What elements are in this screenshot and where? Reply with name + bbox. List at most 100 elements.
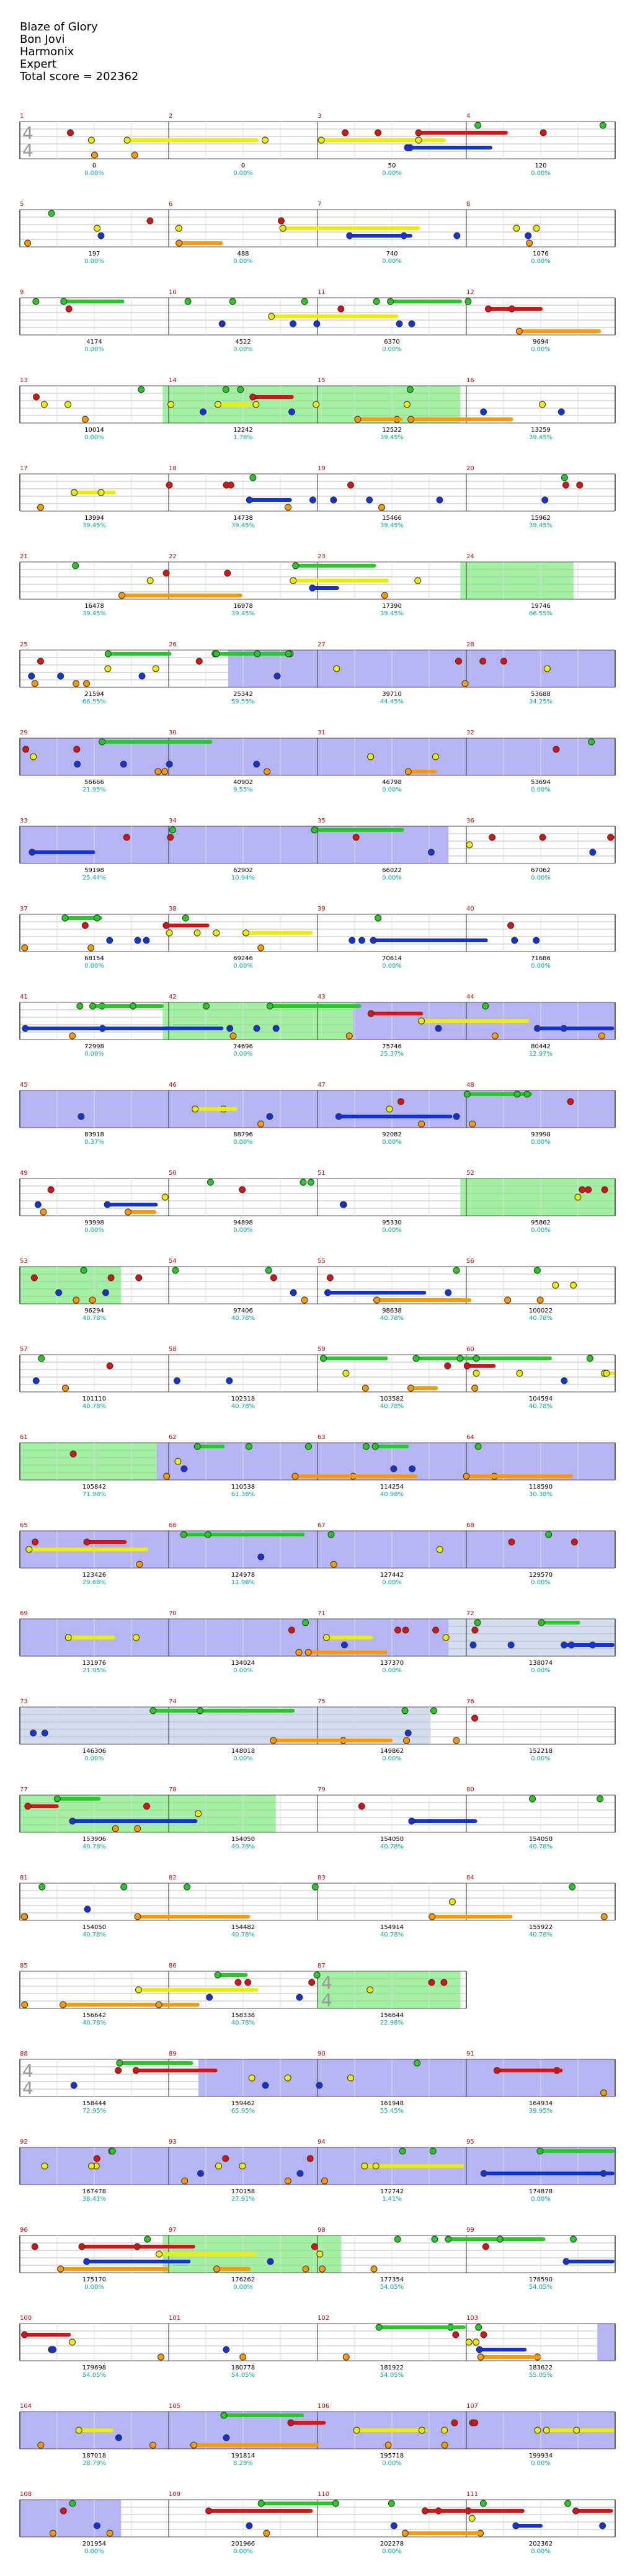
note-gem	[430, 1707, 438, 1714]
note-gem	[432, 1626, 440, 1634]
note-gem	[31, 2243, 38, 2250]
note-gem	[261, 136, 269, 144]
measure-score: 172742	[380, 2188, 404, 2195]
measure-percent: 40.78%	[529, 1932, 553, 1938]
note-gem	[48, 210, 55, 217]
note-gem	[220, 2412, 228, 2419]
measure-percent: 0.00%	[531, 1667, 551, 1674]
note-gem	[418, 1120, 425, 1128]
note-gem	[284, 2177, 291, 2185]
note-gem	[326, 1274, 334, 1281]
note-gem	[73, 1296, 80, 1304]
measure-percent: 0.00%	[84, 1755, 104, 1762]
note-gem	[204, 1531, 211, 1538]
measure-score: 21594	[84, 691, 104, 698]
note-gem	[227, 481, 234, 489]
measure-number: 21	[20, 553, 28, 560]
note-gem	[475, 2324, 482, 2331]
measure-score: 137370	[380, 1660, 404, 1667]
note-gem	[75, 2427, 82, 2434]
note-gem	[375, 129, 382, 136]
measure-number: 62	[169, 1434, 177, 1441]
note-gem	[155, 2001, 162, 2008]
note-gem	[161, 1193, 169, 1201]
measure-score: 16478	[84, 603, 104, 610]
measure-percent: 0.00%	[531, 1579, 551, 1586]
measure-score: 158338	[231, 2012, 255, 2019]
measure-percent: 0.00%	[84, 434, 104, 441]
note-gem	[192, 1105, 199, 1113]
note-gem	[32, 298, 40, 305]
note-gem	[435, 1025, 442, 1032]
note-gem	[87, 944, 95, 952]
measure-number: 86	[169, 1963, 177, 1969]
measure-score: 131976	[82, 1660, 106, 1667]
measure-percent: 0.00%	[531, 170, 551, 177]
measure-score: 183622	[529, 2364, 553, 2371]
measure-score: 158444	[82, 2100, 106, 2107]
note-gem	[533, 225, 540, 232]
note-gem	[25, 1546, 33, 1553]
measure-number: 41	[20, 994, 28, 1001]
note-gem	[184, 1883, 191, 1891]
note-gem	[20, 1913, 28, 1920]
note-gem	[99, 738, 106, 746]
note-gem	[215, 2162, 223, 2170]
note-gem	[213, 650, 220, 657]
measure-score: 149862	[380, 1748, 404, 1755]
note-gem	[132, 1634, 140, 1641]
measure-score: 100022	[529, 1308, 553, 1314]
measure-score: 75746	[382, 1043, 402, 1050]
measure-percent: 40.78%	[231, 1315, 255, 1322]
measure-number: 44	[466, 994, 474, 1001]
note-gem	[361, 2162, 368, 2170]
measure-percent: 0.00%	[84, 258, 104, 265]
measure-number: 3	[318, 113, 321, 120]
note-gem	[572, 2507, 580, 2515]
note-gem	[441, 2427, 448, 2434]
measure-percent: 40.78%	[82, 1843, 106, 1850]
note-gem	[104, 650, 112, 657]
note-gem	[115, 2434, 122, 2441]
measure-number: 37	[20, 906, 28, 912]
note-gem	[133, 2243, 141, 2250]
note-gem	[479, 2500, 487, 2507]
note-gem	[319, 2265, 326, 2273]
measure-percent: 0.00%	[233, 170, 253, 177]
note-gem	[22, 746, 30, 753]
measure-score: 129570	[529, 1572, 553, 1579]
measure-number: 39	[318, 906, 326, 912]
note-gem	[533, 937, 540, 944]
note-gem	[32, 393, 40, 401]
measure-percent: 21.95%	[82, 1667, 106, 1674]
note-gem	[284, 2074, 291, 2082]
note-gem	[316, 2082, 323, 2089]
measure-number: 25	[20, 641, 28, 648]
measure-score: 53694	[531, 779, 551, 786]
measure-percent: 0.00%	[531, 1139, 551, 1146]
measure-number: 85	[20, 1963, 28, 1969]
measure-percent: 0.00%	[382, 1755, 402, 1762]
note-gem	[574, 1193, 582, 1201]
note-gem	[239, 1186, 246, 1193]
note-gem	[234, 1979, 242, 1986]
note-gem	[346, 232, 353, 239]
measure-score: 155922	[529, 1924, 553, 1931]
measure-number: 60	[466, 1346, 474, 1353]
measure-score: 202278	[380, 2541, 404, 2547]
note-gem	[491, 1032, 499, 1040]
measure-percent: 8.29%	[233, 2460, 253, 2467]
note-gem	[78, 1113, 85, 1120]
measure-number: 84	[466, 1874, 474, 1881]
measure-score: 6370	[384, 339, 399, 345]
measure-number: 7	[318, 201, 321, 208]
note-gem	[407, 1384, 415, 1392]
measure-number: 16	[466, 377, 474, 384]
note-gem	[112, 1825, 119, 1832]
note-gem	[599, 2522, 606, 2529]
note-gem	[493, 2067, 500, 2074]
measure-percent: 0.00%	[233, 1667, 253, 1674]
measure-number: 51	[318, 1170, 326, 1177]
note-gem	[57, 2265, 64, 2273]
measure-score: 56666	[84, 779, 104, 786]
